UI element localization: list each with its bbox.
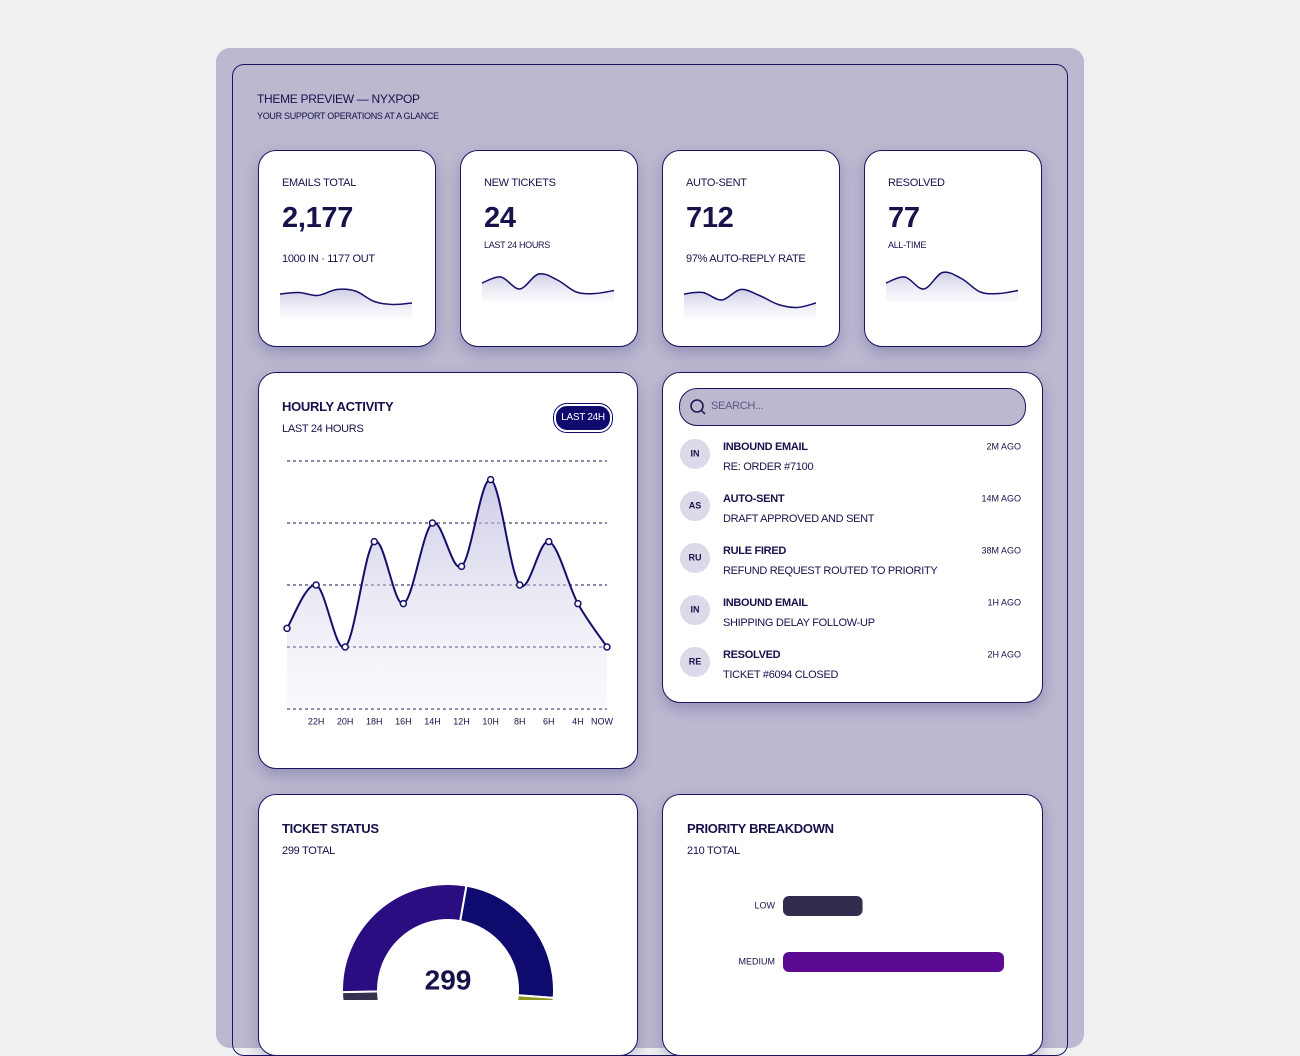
point	[603, 643, 611, 651]
badge-text: IN	[691, 448, 700, 458]
badge-text: IN	[691, 604, 700, 614]
point	[370, 537, 379, 546]
stat-label: NEW TICKETS	[484, 177, 556, 189]
search-icon	[700, 409, 706, 415]
charts: 22H 20H 18H 16H 14H 12H 10H 8H 6H 4H NOW IN INBOUND …	[279, 271, 1021, 1000]
priority-title: PRIORITY BREAKDOWN	[687, 821, 834, 836]
badge	[680, 543, 710, 573]
x-tick-label: 10H	[482, 716, 499, 726]
donut-center: 299	[425, 964, 472, 995]
sparkline	[683, 288, 817, 309]
stat-label: AUTO-SENT	[686, 177, 747, 189]
sparkline	[885, 271, 1019, 295]
badge	[680, 595, 710, 625]
item-title: INBOUND EMAIL	[723, 441, 808, 453]
x-tick-label: 4H	[572, 716, 584, 726]
donut-segment	[516, 994, 555, 1000]
subtitle: YOUR SUPPORT OPERATIONS AT A GLANCE	[257, 111, 439, 121]
item-time: 2M AGO	[986, 441, 1021, 451]
sparkline-area	[684, 289, 816, 318]
item-title: RULE FIRED	[723, 545, 786, 557]
stat-label: RESOLVED	[888, 177, 945, 189]
item-time: 1H AGO	[987, 597, 1021, 607]
item-detail: TICKET #6094 CLOSED	[723, 669, 839, 681]
sparkline-area	[886, 272, 1018, 302]
stat-card	[460, 150, 638, 347]
sparkline-area	[280, 289, 412, 318]
x-tick-label: 22H	[308, 716, 325, 726]
item-detail: SHIPPING DELAY FOLLOW-UP	[723, 617, 875, 629]
range-button[interactable]: LAST 24H	[553, 403, 613, 433]
stat-label: EMAILS TOTAL	[282, 177, 357, 189]
stat-card	[864, 150, 1042, 347]
x-tick-label: 8H	[514, 716, 526, 726]
activity-card	[662, 372, 1043, 703]
badge-text: AS	[689, 500, 702, 510]
x-tick-label: 16H	[395, 716, 412, 726]
sparkline	[481, 272, 615, 295]
item-detail: RE: ORDER #7100	[723, 461, 813, 473]
search-placeholder: SEARCH...	[711, 400, 764, 412]
point	[486, 475, 495, 484]
point	[312, 581, 320, 589]
item-title: RESOLVED	[723, 649, 781, 661]
x-tick-label: NOW	[591, 716, 614, 726]
point	[341, 643, 349, 651]
priority-subtitle: 210 TOTAL	[687, 845, 740, 857]
search-icon	[690, 399, 704, 413]
x-tick-label: 12H	[453, 716, 470, 726]
stat-sub: ALL-TIME	[888, 240, 927, 250]
badge-text: RU	[689, 552, 702, 562]
bar-label: MEDIUM	[739, 956, 776, 966]
x-tick-label: 14H	[424, 716, 441, 726]
item-time: 2H AGO	[987, 649, 1021, 659]
point	[545, 537, 553, 546]
badge	[680, 439, 710, 469]
stat-value: 712	[686, 202, 734, 234]
item-detail: REFUND REQUEST ROUTED TO PRIORITY	[723, 565, 938, 577]
item-detail: DRAFT APPROVED AND SENT	[723, 513, 875, 525]
status-title: TICKET STATUS	[282, 821, 379, 836]
sparkline-area	[482, 273, 614, 302]
point	[428, 519, 437, 527]
line-area	[287, 479, 607, 709]
item-title: AUTO-SENT	[723, 493, 785, 505]
x-tick-label: 20H	[337, 716, 354, 726]
status-subtitle: 299 TOTAL	[282, 845, 335, 857]
point	[457, 562, 466, 571]
donut-segment	[458, 884, 555, 999]
search-box[interactable]	[679, 388, 1026, 426]
point	[515, 581, 524, 589]
badge-text: RE	[689, 656, 702, 666]
bar	[783, 896, 863, 916]
x-tick-label: 6H	[543, 716, 555, 726]
bar	[783, 952, 1004, 972]
hourly-title: HOURLY ACTIVITY	[282, 399, 394, 414]
stat-value: 24	[484, 202, 516, 234]
item-title: INBOUND EMAIL	[723, 597, 808, 609]
stat-sub: LAST 24 HOURS	[484, 240, 550, 250]
bar-label: LOW	[754, 900, 775, 910]
stat-value: 2,177	[282, 202, 354, 234]
page: THEME PREVIEW — NYXPOP YOUR SUPPORT OPER…	[216, 48, 1084, 1056]
badge	[680, 647, 710, 677]
title: THEME PREVIEW — NYXPOP	[257, 92, 420, 106]
sparkline	[279, 288, 413, 306]
hourly-subtitle: LAST 24 HOURS	[282, 423, 364, 435]
stat-sub: 97% AUTO-REPLY RATE	[686, 253, 806, 265]
stat-value: 77	[888, 202, 920, 234]
badge	[680, 491, 710, 521]
point	[283, 624, 291, 633]
x-tick-label: 18H	[366, 716, 383, 726]
point	[399, 599, 408, 608]
donut-segment	[341, 883, 468, 994]
item-time: 14M AGO	[981, 493, 1021, 503]
point	[574, 599, 582, 608]
stat-sub: 1000 IN · 1177 OUT	[282, 253, 375, 265]
item-time: 38M AGO	[981, 545, 1021, 555]
